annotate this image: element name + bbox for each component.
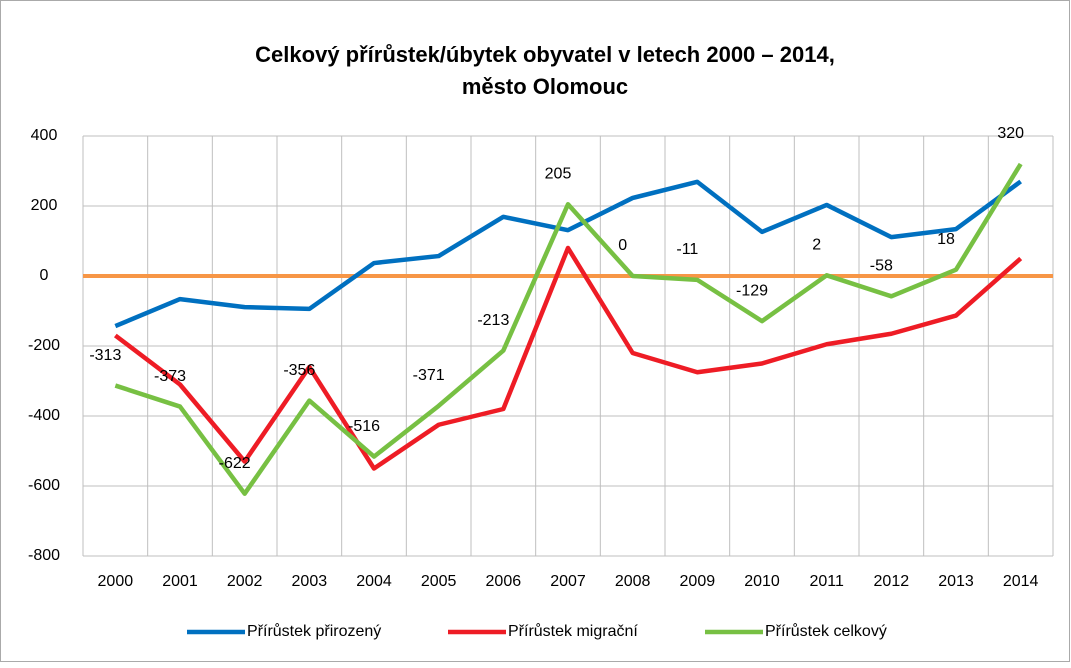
x-tick-label: 2013 — [938, 573, 974, 590]
x-tick-label: 2002 — [227, 573, 263, 590]
x-tick-label: 2004 — [356, 573, 392, 590]
series-line — [113, 245, 1023, 471]
y-tick-label: -600 — [28, 477, 60, 494]
data-label: 2 — [812, 237, 821, 254]
data-label: -356 — [283, 362, 315, 379]
data-label: -129 — [736, 282, 768, 299]
legend-label: Přírůstek celkový — [765, 622, 887, 640]
x-tick-label: 2005 — [421, 573, 457, 590]
x-tick-label: 2003 — [292, 573, 328, 590]
data-label: -622 — [219, 455, 251, 472]
y-tick-label: -400 — [28, 407, 60, 424]
x-tick-label: 2001 — [162, 573, 198, 590]
legend-label: Přírůstek migrační — [508, 622, 638, 640]
y-tick-label: -200 — [28, 337, 60, 354]
series-line — [114, 179, 1023, 329]
data-label: -371 — [413, 367, 445, 384]
data-label: 205 — [545, 165, 572, 182]
data-label: 0 — [618, 237, 627, 254]
x-tick-label: 2008 — [615, 573, 651, 590]
y-tick-label: -800 — [28, 547, 60, 564]
data-label: -213 — [477, 312, 509, 329]
data-label: -373 — [154, 368, 186, 385]
data-label: 320 — [997, 125, 1024, 142]
y-tick-label: 200 — [31, 197, 58, 214]
x-tick-label: 2007 — [550, 573, 586, 590]
x-tick-label: 2010 — [744, 573, 780, 590]
x-tick-label: 2011 — [809, 573, 844, 590]
x-tick-label: 2009 — [680, 573, 716, 590]
series-line — [114, 162, 1023, 496]
chart-title: město Olomouc — [462, 74, 628, 99]
y-tick-label: 400 — [31, 127, 58, 144]
data-label: -516 — [348, 418, 380, 435]
x-tick-label: 2014 — [1003, 573, 1039, 590]
data-label: -11 — [676, 241, 698, 258]
chart-title: Celkový přírůstek/úbytek obyvatel v lete… — [255, 42, 835, 67]
x-tick-label: 2000 — [98, 573, 134, 590]
data-label: -313 — [89, 347, 121, 364]
x-tick-label: 2012 — [874, 573, 910, 590]
y-tick-label: 0 — [40, 267, 49, 284]
x-tick-label: 2006 — [486, 573, 522, 590]
data-label: -58 — [870, 258, 893, 275]
data-label: 18 — [937, 231, 955, 248]
legend-label: Přírůstek přirozený — [247, 622, 381, 640]
